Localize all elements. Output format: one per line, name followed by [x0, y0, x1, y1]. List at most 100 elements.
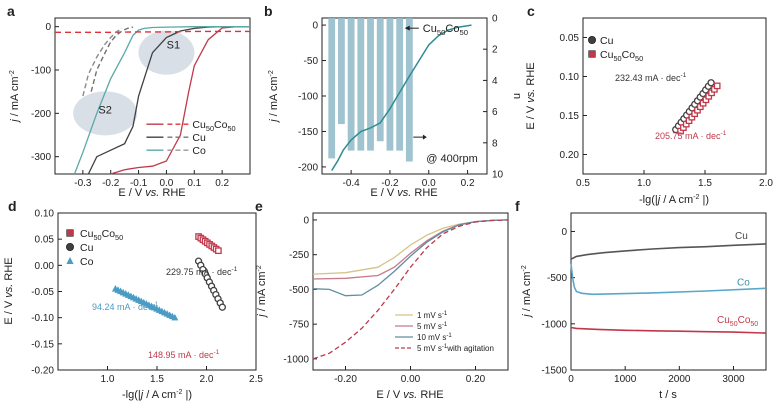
text-part: -2: [9, 70, 16, 76]
legend-text: 5 mV s: [417, 322, 442, 331]
text-part: RHE: [3, 257, 15, 283]
series-label: Co: [737, 277, 750, 288]
slope-exponent: -1: [153, 301, 159, 308]
formula-sub: 50: [115, 233, 123, 242]
y-tick-label: 0.15: [560, 111, 580, 122]
x-tick-label: -0.2: [381, 178, 399, 189]
data-point: [713, 82, 721, 90]
x-tick-label: 1.0: [101, 374, 115, 385]
y-tick-label: -200: [298, 162, 318, 173]
legend-text: 10 mV s: [417, 333, 446, 342]
region-s2: [73, 91, 138, 136]
formula-mid: Co: [445, 23, 459, 35]
formula-sub: 50: [227, 124, 235, 133]
series-label: Cu: [735, 231, 748, 242]
n-bar: [376, 18, 384, 142]
legend-suffix: with agitation: [446, 344, 494, 353]
formula-mid: Co: [214, 119, 228, 131]
y-axis-label: E / V vs. RHE: [3, 257, 15, 324]
text-part: vs.: [403, 389, 417, 401]
legend-entry: 10 mV s-1: [417, 333, 452, 342]
y-tick-label: 0: [45, 22, 51, 33]
y2-tick-label: 2: [492, 45, 498, 56]
text-part: / mA cm: [268, 77, 280, 120]
legend-marker: [66, 229, 74, 237]
slope-value: 148.95 mA · dec: [148, 350, 214, 360]
x-axis-label: -lg(|j / A cm-2 |): [639, 194, 709, 206]
series-line: [570, 326, 767, 334]
text-part: |: [138, 389, 141, 401]
formula-sub: 50: [750, 321, 758, 328]
y2-tick-label: 4: [492, 76, 498, 87]
legend-entry: Cu50Co50: [192, 119, 235, 133]
formula-sub: 50: [459, 28, 468, 37]
x-tick-label: 1.5: [698, 178, 712, 189]
annotation-s2: S2: [98, 104, 111, 116]
formula-prefix: Co: [80, 256, 94, 268]
text-part: j: [256, 314, 268, 319]
text-part: -2: [268, 70, 275, 76]
text-part: RHE: [159, 187, 185, 199]
text-part: -2: [521, 265, 528, 271]
text-part: vs.: [397, 187, 411, 199]
legend-marker: [588, 50, 596, 58]
x-tick-label: 0: [568, 374, 574, 385]
text-part: / mA cm: [521, 272, 533, 315]
formula-sub: 50: [613, 54, 621, 63]
text-part: j: [139, 389, 144, 401]
legend-entry: Cu50Co50: [80, 228, 123, 242]
panel-label: f: [515, 198, 520, 214]
slope-label: 205.75 mA · dec-1: [655, 130, 727, 141]
x-tick-label: 0.2: [461, 178, 475, 189]
legend-entry: Co: [80, 256, 94, 268]
formula-prefix: Cu: [423, 23, 437, 35]
text-part: / A cm: [143, 389, 176, 401]
y-axis-label: j / mA cm-2: [268, 70, 280, 124]
annotation-s1: S1: [167, 39, 180, 51]
legend-text: 1 mV s: [417, 311, 442, 320]
y-tick-label: 0.05: [560, 33, 580, 44]
plot-frame: [570, 212, 767, 371]
legend-text: 5 mV s: [417, 344, 442, 353]
x-axis-label: t / s: [659, 389, 677, 401]
series-label: Cu50Co50: [423, 23, 468, 37]
slope-exponent: -1: [721, 130, 727, 137]
series-line: [73, 26, 250, 175]
legend-entry: Co: [192, 145, 206, 157]
text-part: E / V: [376, 389, 403, 401]
x-tick-label: 0.2: [215, 178, 229, 189]
formula-prefix: Cu: [717, 315, 730, 326]
text-part: vs.: [3, 284, 15, 298]
formula-prefix: Cu: [80, 242, 94, 254]
y-tick-label: -750: [289, 320, 309, 331]
n-bar: [396, 18, 404, 151]
x-tick-label: 1.0: [637, 178, 651, 189]
n-bar: [357, 18, 365, 151]
series-line: [312, 219, 509, 280]
x-tick-label: 0.20: [466, 374, 486, 385]
slope-label: 148.95 mA · dec-1: [148, 349, 220, 360]
text-part: vs.: [145, 187, 159, 199]
series-line: [312, 219, 509, 275]
panel-label: e: [255, 198, 263, 214]
y-tick-label: -150: [298, 127, 318, 138]
x-tick-label: 0.5: [576, 178, 590, 189]
series-line: [55, 30, 250, 33]
x-tick-label: 2.0: [200, 374, 214, 385]
arrow-head: [422, 134, 427, 140]
y-tick-label: 0.10: [560, 72, 580, 83]
slope-label: 232.43 mA · dec-1: [615, 72, 687, 83]
panel-d: 1.0 1.5 2.0 2.5 -0.20 -0.15 -0.10 -0.05 0.00 0.05…: [3, 198, 263, 401]
series-line: [570, 263, 767, 296]
x-tick-label: 2.5: [249, 374, 263, 385]
x-tick-label: 1.5: [150, 374, 164, 385]
legend-entry: 5 mV s-1: [417, 322, 448, 331]
y-tick-label: -100: [298, 92, 318, 103]
panel-label: d: [8, 198, 17, 214]
y2-tick-label: 10: [492, 170, 504, 181]
slope-value: 229.75 mA · dec: [166, 267, 232, 277]
y-tick-label: -0.10: [31, 313, 54, 324]
formula-prefix: Cu: [735, 231, 748, 242]
legend-marker: [588, 36, 597, 45]
